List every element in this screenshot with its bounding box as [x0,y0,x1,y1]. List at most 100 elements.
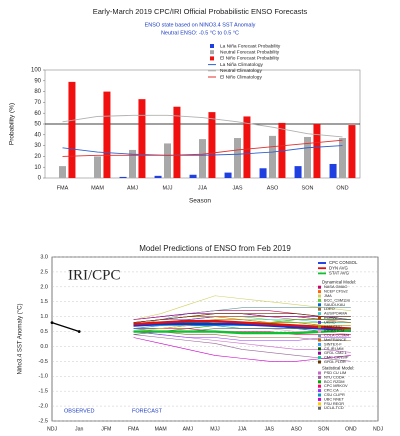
bar [243,116,251,178]
legend-swatch [318,393,321,397]
x-tick-label: MAM [155,426,167,432]
legend-label: BCC_CSM11m [324,297,350,302]
bar [294,166,302,178]
stat-line [133,334,351,362]
y-tick-label: -1.0 [39,374,48,380]
x-tick-label: SON [302,185,314,191]
legend-label: Neutral Forecast Probability [220,49,280,55]
legend-label: NASA GMAO [324,284,347,289]
bar [119,176,127,178]
legend-label: Neutral Climatology [220,68,262,74]
y-tick-label: 0.0 [40,344,48,350]
y-axis-label: Probability (%) [9,103,16,145]
legend-label: El Niño Forecast Probability [220,56,280,62]
legend-label: SINTEX-F [324,341,342,346]
x-tick-label: OND [345,426,357,432]
legend-label: KMA SNU [324,324,342,329]
bar [208,112,216,178]
bar [329,163,337,178]
y-tick-label: 1.0 [40,314,48,320]
legend-label: CSU CLIPR [324,392,345,397]
legend-swatch [318,303,321,307]
y-tick-label: -0.5 [39,359,48,365]
annotation: FORECAST [132,408,163,414]
climatology-line [62,139,343,157]
legend-label: CPC CA [324,388,339,393]
y-tick-label: 20 [34,154,41,160]
obs-line [51,321,80,333]
x-tick-label: OND [336,185,348,191]
legend-swatch [318,351,321,355]
y-tick-label: 3.0 [40,254,48,260]
bar [59,166,66,178]
avg-line [133,328,351,335]
legend-swatch [318,402,321,406]
x-tick-label: ASO [291,426,302,432]
y-tick-label: 50 [34,122,41,128]
legend-swatch [318,397,321,401]
legend-swatch [318,298,321,302]
legend-label: La Niña Forecast Probability [220,43,281,49]
legend-label: GFDL CM2.1 [324,350,347,355]
legend-label: IOCAS ICM [324,328,344,333]
x-tick-label: MJJ [210,426,220,432]
bar [304,136,311,178]
bar [138,99,146,178]
y-axis-label: Niño3.4 SST Anomaly (°C) [18,304,24,375]
legend-label: BCC RZDM [324,379,345,384]
bar [103,91,111,178]
dyn-line [133,313,351,323]
legend-label: COLA CCSM4 [324,333,350,338]
legend-swatch [210,56,214,61]
legend-swatch [318,347,321,351]
legend-swatch [318,389,321,393]
x-axis-label: Season [189,198,211,205]
legend-label: JMA [324,293,332,298]
y-tick-label: 0 [38,176,42,182]
x-tick-label: NDJ [373,426,383,432]
bar [278,122,286,178]
x-tick-label: JAS [232,185,242,191]
legend-swatch [318,285,321,289]
legend-swatch [318,342,321,346]
legend-label: CPC CONSOL [329,260,358,265]
y-tick-label: 80 [34,89,41,95]
bar [129,149,136,178]
x-tick-label: JJA [198,185,208,191]
bar [199,139,206,178]
legend-swatch [210,44,214,48]
legend-swatch [318,320,321,324]
y-tick-label: 60 [34,111,41,117]
x-tick-label: FMA [128,426,139,432]
bar [234,138,241,178]
legend-label: CMC CANSIP [324,355,349,360]
y-tick-label: 1.5 [40,299,48,305]
legend-label: DYN AVG [329,265,348,270]
stat-line [133,328,351,335]
legend-swatch [318,334,321,338]
annotation: OBSERVED [64,408,94,414]
y-tick-label: 10 [34,165,41,171]
y-tick-label: 2.5 [40,269,48,275]
legend-label: UCLA-TCD [324,405,344,410]
dyn-line [133,307,351,326]
legend-swatch [318,338,321,342]
legend-label: UKMO [324,319,336,324]
y-tick-label: 40 [34,132,41,138]
chart-title: Model Predictions of ENSO from Feb 2019 [139,244,291,253]
legend-swatch [318,325,321,329]
legend-label: CPC MRKOV [324,383,348,388]
bar [164,143,171,178]
legend-swatch [318,290,321,294]
bar [339,138,346,178]
avg-line [133,319,351,330]
avg-line [133,322,351,332]
legend-swatch [318,406,321,410]
legend-label: FSU REGR [324,401,344,406]
bar [154,175,162,178]
legend-swatch [318,360,321,364]
y-tick-label: 90 [34,78,41,84]
legend-swatch [318,356,321,360]
y-tick-label: -2.5 [39,418,48,424]
chart-title: Early-March 2019 CPC/IRI Official Probab… [93,7,308,16]
